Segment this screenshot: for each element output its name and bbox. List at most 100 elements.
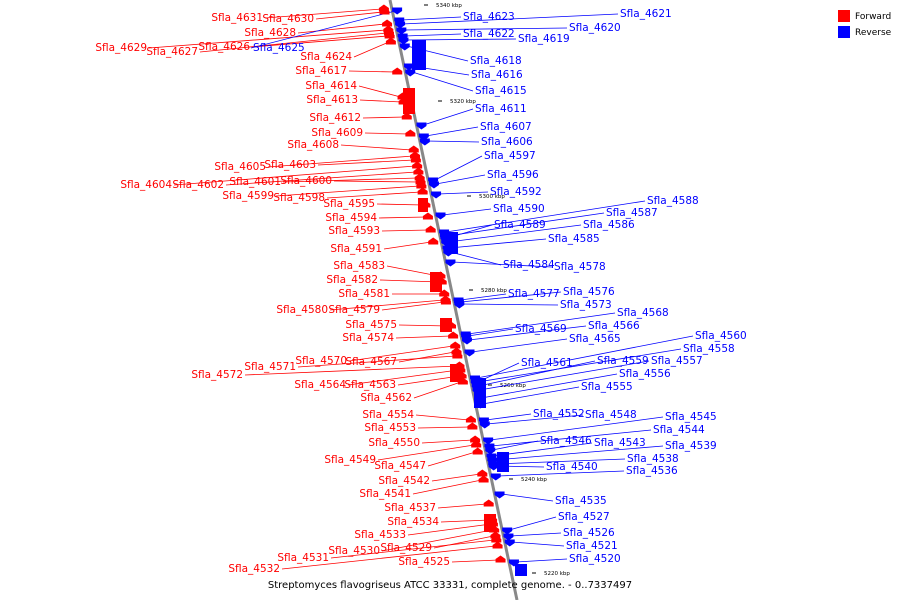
forward-gene-label[interactable]: Sfla_4599	[222, 190, 274, 202]
forward-gene-arrow[interactable]	[408, 145, 419, 153]
reverse-gene-label[interactable]: Sfla_4585	[548, 233, 600, 245]
reverse-gene-arrow[interactable]	[416, 122, 427, 130]
reverse-gene-label[interactable]: Sfla_4620	[569, 22, 621, 34]
forward-gene-label[interactable]: Sfla_4530	[328, 545, 380, 557]
forward-gene-arrow[interactable]	[450, 341, 461, 349]
forward-gene-label[interactable]: Sfla_4591	[330, 243, 382, 255]
reverse-gene-arrow[interactable]	[461, 337, 472, 345]
forward-gene-label[interactable]: Sfla_4525	[398, 556, 450, 568]
reverse-gene-label[interactable]: Sfla_4565	[569, 333, 621, 345]
forward-gene-label[interactable]: Sfla_4575	[345, 319, 397, 331]
reverse-gene-label[interactable]: Sfla_4597	[484, 150, 536, 162]
reverse-gene-label[interactable]: Sfla_4622	[463, 28, 515, 40]
forward-gene-label[interactable]: Sfla_4614	[305, 80, 357, 92]
forward-gene-label[interactable]: Sfla_4554	[362, 409, 414, 421]
reverse-gene-block[interactable]	[446, 232, 458, 254]
reverse-gene-label[interactable]: Sfla_4588	[647, 195, 699, 207]
reverse-gene-arrow[interactable]	[419, 138, 430, 146]
forward-gene-arrow[interactable]	[495, 555, 506, 563]
reverse-gene-block[interactable]	[515, 564, 527, 576]
forward-gene-block[interactable]	[430, 272, 442, 292]
forward-gene-label[interactable]: Sfla_4570	[295, 355, 347, 367]
forward-gene-label[interactable]: Sfla_4598	[273, 192, 325, 204]
reverse-gene-arrow[interactable]	[503, 533, 514, 541]
forward-gene-label[interactable]: Sfla_4601	[229, 176, 281, 188]
forward-gene-arrow[interactable]	[478, 475, 489, 483]
forward-gene-label[interactable]: Sfla_4563	[344, 379, 396, 391]
forward-gene-arrow[interactable]	[379, 7, 390, 15]
reverse-gene-block[interactable]	[412, 40, 426, 70]
reverse-gene-label[interactable]: Sfla_4520	[569, 553, 621, 565]
forward-gene-block[interactable]	[484, 514, 496, 532]
forward-gene-label[interactable]: Sfla_4604	[120, 179, 172, 191]
forward-gene-label[interactable]: Sfla_4582	[326, 274, 378, 286]
forward-gene-arrow[interactable]	[405, 129, 416, 137]
forward-gene-label[interactable]: Sfla_4603	[264, 159, 316, 171]
reverse-gene-label[interactable]: Sfla_4576	[563, 286, 615, 298]
reverse-gene-label[interactable]: Sfla_4561	[521, 357, 573, 369]
reverse-gene-arrow[interactable]	[435, 212, 446, 220]
forward-gene-arrow[interactable]	[428, 237, 439, 245]
reverse-gene-arrow[interactable]	[502, 527, 513, 535]
forward-gene-label[interactable]: Sfla_4547	[374, 460, 426, 472]
reverse-gene-label[interactable]: Sfla_4545	[665, 411, 717, 423]
reverse-gene-label[interactable]: Sfla_4543	[594, 437, 646, 449]
forward-gene-label[interactable]: Sfla_4600	[280, 175, 332, 187]
reverse-gene-arrow[interactable]	[403, 63, 414, 71]
reverse-gene-label[interactable]: Sfla_4573	[560, 299, 612, 311]
forward-gene-arrow[interactable]	[472, 447, 483, 455]
reverse-gene-arrow[interactable]	[445, 259, 456, 267]
reverse-gene-arrow[interactable]	[392, 7, 403, 15]
forward-gene-arrow[interactable]	[425, 225, 436, 233]
reverse-gene-arrow[interactable]	[504, 539, 515, 547]
forward-gene-arrow[interactable]	[448, 331, 459, 339]
forward-gene-label[interactable]: Sfla_4595	[323, 198, 375, 210]
forward-gene-label[interactable]: Sfla_4593	[328, 225, 380, 237]
forward-gene-label[interactable]: Sfla_4564	[294, 379, 346, 391]
reverse-gene-label[interactable]: Sfla_4616	[471, 69, 523, 81]
reverse-gene-arrow[interactable]	[464, 349, 475, 357]
reverse-gene-label[interactable]: Sfla_4527	[558, 511, 610, 523]
forward-gene-label[interactable]: Sfla_4572	[191, 369, 243, 381]
reverse-gene-arrow[interactable]	[431, 191, 442, 199]
forward-gene-label[interactable]: Sfla_4550	[368, 437, 420, 449]
forward-gene-label[interactable]: Sfla_4579	[328, 304, 380, 316]
reverse-gene-arrow[interactable]	[490, 473, 501, 481]
forward-gene-block[interactable]	[450, 364, 462, 382]
reverse-gene-label[interactable]: Sfla_4589	[494, 219, 546, 231]
forward-gene-label[interactable]: Sfla_4612	[309, 112, 361, 124]
reverse-gene-label[interactable]: Sfla_4544	[653, 424, 705, 436]
reverse-gene-label[interactable]: Sfla_4538	[627, 453, 679, 465]
forward-gene-label[interactable]: Sfla_4629	[95, 42, 147, 54]
reverse-gene-arrow[interactable]	[405, 69, 416, 77]
forward-gene-arrow[interactable]	[401, 112, 412, 120]
reverse-gene-label[interactable]: Sfla_4558	[683, 343, 735, 355]
reverse-gene-label[interactable]: Sfla_4540	[546, 461, 598, 473]
reverse-gene-label[interactable]: Sfla_4623	[463, 11, 515, 23]
forward-gene-arrow[interactable]	[471, 440, 482, 448]
forward-gene-label[interactable]: Sfla_4529	[380, 542, 432, 554]
reverse-gene-label[interactable]: Sfla_4587	[606, 207, 658, 219]
forward-gene-label[interactable]: Sfla_4609	[311, 127, 363, 139]
forward-gene-label[interactable]: Sfla_4562	[360, 392, 412, 404]
reverse-gene-arrow[interactable]	[428, 181, 439, 189]
reverse-gene-label[interactable]: Sfla_4559	[597, 355, 649, 367]
forward-gene-label[interactable]: Sfla_4580	[276, 304, 328, 316]
forward-gene-label[interactable]: Sfla_4605	[214, 161, 266, 173]
reverse-gene-arrow[interactable]	[399, 43, 410, 51]
forward-gene-label[interactable]: Sfla_4571	[244, 361, 296, 373]
reverse-gene-arrow[interactable]	[494, 491, 505, 499]
reverse-gene-label[interactable]: Sfla_4536	[626, 465, 678, 477]
forward-gene-arrow[interactable]	[465, 415, 476, 423]
forward-gene-arrow[interactable]	[385, 37, 396, 45]
reverse-gene-arrow[interactable]	[396, 27, 407, 35]
forward-gene-arrow[interactable]	[470, 435, 481, 443]
forward-gene-label[interactable]: Sfla_4537	[384, 502, 436, 514]
reverse-gene-label[interactable]: Sfla_4578	[554, 261, 606, 273]
reverse-gene-block[interactable]	[474, 378, 486, 408]
forward-gene-label[interactable]: Sfla_4533	[354, 529, 406, 541]
reverse-gene-label[interactable]: Sfla_4625	[253, 42, 305, 54]
forward-gene-arrow[interactable]	[491, 535, 502, 543]
forward-gene-arrow[interactable]	[413, 167, 424, 175]
reverse-gene-arrow[interactable]	[479, 421, 490, 429]
